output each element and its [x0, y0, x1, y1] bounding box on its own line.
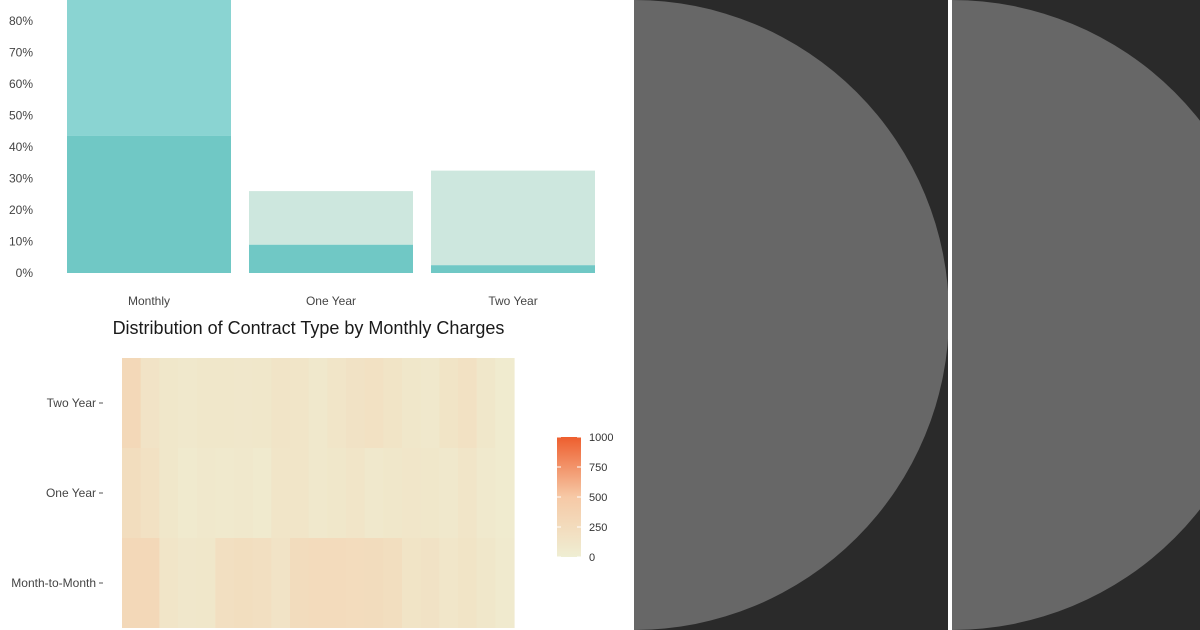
heatmap-cell [196, 538, 216, 628]
heatmap-cell [159, 358, 179, 448]
bar-segment [67, 135, 231, 273]
heatmap-cell [420, 538, 440, 628]
heatmap-cell [290, 538, 310, 628]
heatmap-cell [439, 538, 459, 628]
heatmap-cell [178, 538, 198, 628]
heatmap-cell [327, 448, 347, 538]
bar-segment [249, 191, 413, 245]
heatmap-cell [234, 448, 254, 538]
heatmap-cell [271, 538, 291, 628]
heatmap-cell [383, 448, 403, 538]
heatmap-cell [495, 448, 515, 538]
heatmap-title: Distribution of Contract Type by Monthly… [112, 318, 505, 338]
heatmap-cell [402, 448, 422, 538]
y-tick-label: 0% [16, 266, 34, 280]
heatmap-cell [159, 538, 179, 628]
heatmap-cell [327, 538, 347, 628]
heatmap-cell [140, 358, 160, 448]
y-tick-label: 30% [9, 172, 33, 186]
bar-segment [67, 0, 231, 136]
heatmap-cell [458, 538, 478, 628]
x-tick-label: Monthly [128, 294, 170, 308]
heatmap-cell [439, 448, 459, 538]
heatmap-cell [346, 448, 366, 538]
heatmap-cell [439, 358, 459, 448]
heatmap-cell [364, 448, 384, 538]
bar-segment [249, 244, 413, 273]
half-circle-graphic [634, 0, 1200, 630]
heatmap-cell [420, 448, 440, 538]
x-tick-label: One Year [306, 294, 356, 308]
row-label: One Year [46, 486, 96, 500]
heatmap-cell [215, 448, 235, 538]
heatmap-cell [308, 448, 328, 538]
heatmap-cell [383, 538, 403, 628]
bar-segment [431, 170, 595, 266]
heatmap-cell [364, 358, 384, 448]
half-circle-shape-left [634, 0, 949, 630]
heatmap-cell [308, 538, 328, 628]
heatmap-cell [271, 358, 291, 448]
heatmap-cell [383, 358, 403, 448]
heatmap-cell [346, 538, 366, 628]
y-tick-label: 40% [9, 140, 33, 154]
heatmap-cell [140, 448, 160, 538]
heatmap-cell [178, 448, 198, 538]
heatmap-cell [234, 358, 254, 448]
heatmap-cell [252, 538, 272, 628]
heatmap-cell [290, 358, 310, 448]
y-tick-label: 10% [9, 235, 33, 249]
heatmap-cell [458, 358, 478, 448]
row-label: Two Year [47, 396, 96, 410]
heatmap-cell [364, 538, 384, 628]
y-tick-label: 60% [9, 77, 33, 91]
heatmap-cell [308, 358, 328, 448]
heatmap-cell [495, 538, 515, 628]
heatmap-cell [122, 538, 142, 628]
heatmap-cell [178, 358, 198, 448]
heatmap-cell [215, 358, 235, 448]
heatmap-cell [196, 448, 216, 538]
heatmap-cell [252, 448, 272, 538]
colorbar-label: 750 [589, 462, 607, 474]
colorbar-label: 1000 [589, 432, 613, 444]
heatmap-cell [476, 538, 496, 628]
heatmap-cell [196, 358, 216, 448]
heatmap-cell [402, 538, 422, 628]
heatmap-cell [159, 448, 179, 538]
chart-panel: 0% 10% 20% 30% 40% 50% 60% 70% 80% Monthly One Yea… [8, 0, 614, 628]
heatmap-cell [346, 358, 366, 448]
y-tick-label: 80% [9, 14, 33, 28]
y-tick-label: 50% [9, 109, 33, 123]
charts-canvas: 0% 10% 20% 30% 40% 50% 60% 70% 80% Monthly One Yea… [9, 0, 613, 628]
colorbar-label: 250 [589, 522, 607, 534]
heatmap-cell [122, 358, 142, 448]
heatmap-cell [234, 538, 254, 628]
y-tick-label: 20% [9, 203, 33, 217]
colorbar-label: 0 [589, 552, 595, 564]
x-tick-label: Two Year [488, 294, 537, 308]
heatmap-cell [252, 358, 272, 448]
heatmap-cell [402, 358, 422, 448]
colorbar-label: 500 [589, 492, 607, 504]
heatmap-cell [122, 448, 142, 538]
heatmap-cell [215, 538, 235, 628]
half-circle-shape-right [952, 0, 1200, 630]
heatmap-cell [271, 448, 291, 538]
heatmap-cell [495, 358, 515, 448]
heatmap-cell [420, 358, 440, 448]
heatmap-cell [458, 448, 478, 538]
heatmap-cell [476, 358, 496, 448]
row-label: Month-to-Month [11, 576, 96, 590]
heatmap-cell [290, 448, 310, 538]
bar-segment [431, 265, 595, 273]
white-divider [948, 0, 952, 630]
image-panel [634, 0, 1200, 630]
heatmap-cell [476, 448, 496, 538]
heatmap-cell [327, 358, 347, 448]
heatmap-cell [140, 538, 160, 628]
y-tick-label: 70% [9, 46, 33, 60]
